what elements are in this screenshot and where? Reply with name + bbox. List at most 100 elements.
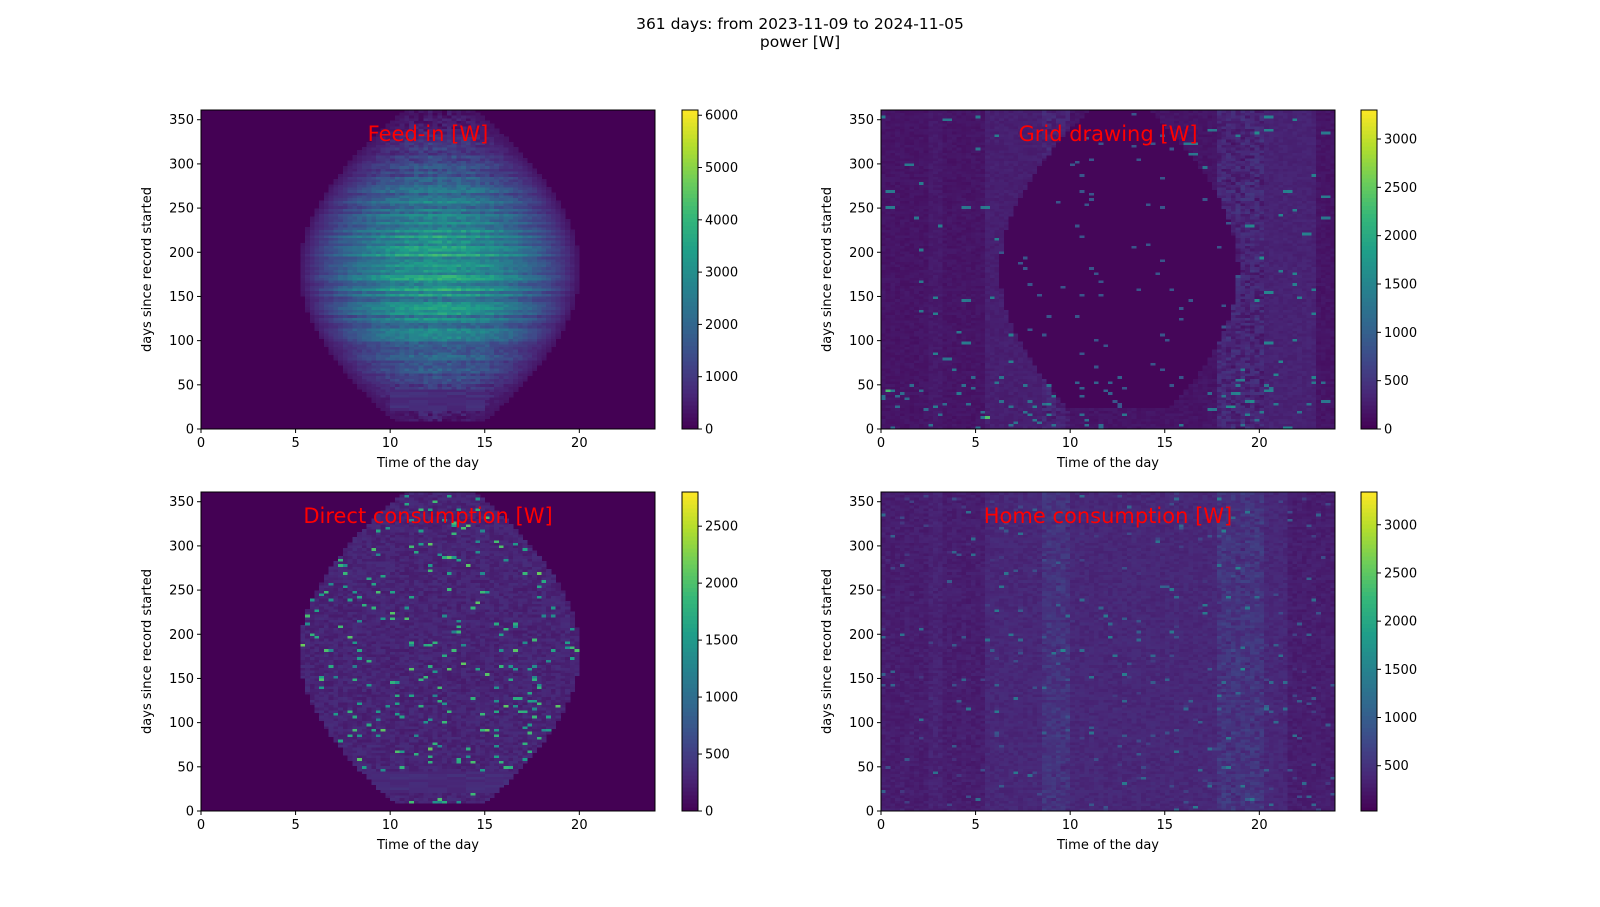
heatmap-cell bbox=[513, 346, 519, 350]
heatmap-cell bbox=[371, 386, 377, 390]
heatmap-cell bbox=[494, 317, 500, 321]
heatmap-cell bbox=[409, 184, 415, 188]
heatmap-cell bbox=[394, 394, 401, 398]
heatmap-cell bbox=[366, 232, 372, 236]
heatmap-cell bbox=[309, 269, 315, 273]
heatmap-cell bbox=[508, 237, 514, 241]
heatmap-cell bbox=[413, 314, 419, 318]
heatmap-cell bbox=[428, 232, 434, 236]
heatmap-cell bbox=[432, 346, 438, 350]
heatmap-cell bbox=[409, 179, 415, 183]
heatmap-cell bbox=[394, 402, 401, 406]
heatmap-cell bbox=[437, 229, 443, 233]
heatmap-cell bbox=[342, 357, 349, 361]
heatmap-cell bbox=[404, 405, 410, 409]
heatmap-cell bbox=[522, 367, 528, 371]
heatmap-cell bbox=[498, 203, 505, 207]
heatmap-cell bbox=[361, 216, 367, 220]
heatmap-cell bbox=[399, 184, 405, 188]
heatmap-cell bbox=[390, 325, 396, 329]
heatmap-cell bbox=[394, 362, 401, 366]
heatmap-cell bbox=[380, 237, 386, 241]
heatmap-cell bbox=[503, 200, 509, 204]
heatmap-cell bbox=[484, 144, 490, 148]
heatmap-cell bbox=[347, 280, 353, 284]
heatmap-cell bbox=[451, 187, 457, 191]
heatmap-cell bbox=[536, 240, 542, 244]
heatmap-cell bbox=[437, 203, 443, 207]
heatmap-cell bbox=[375, 309, 382, 313]
heatmap-cell bbox=[399, 211, 405, 215]
heatmap-cell bbox=[347, 370, 353, 374]
heatmap-cell bbox=[475, 168, 481, 172]
heatmap-cell bbox=[385, 285, 391, 289]
heatmap-cell bbox=[338, 240, 344, 244]
heatmap-cell bbox=[536, 298, 542, 302]
heatmap-cell bbox=[394, 413, 401, 417]
heatmap-cell bbox=[480, 293, 486, 297]
heatmap-cell bbox=[536, 218, 542, 223]
heatmap-cell bbox=[546, 187, 552, 191]
heatmap-cell bbox=[428, 224, 434, 228]
heatmap-cell bbox=[390, 282, 396, 286]
heatmap-cell bbox=[461, 277, 467, 281]
heatmap-cell bbox=[503, 258, 509, 262]
heatmap-cell bbox=[461, 325, 467, 329]
heatmap-cell bbox=[470, 373, 476, 377]
heatmap-cell bbox=[323, 242, 330, 246]
heatmap-cell bbox=[508, 272, 514, 276]
heatmap-cell bbox=[357, 195, 363, 199]
heatmap-cell bbox=[503, 187, 509, 191]
heatmap-cell bbox=[399, 282, 405, 286]
heatmap-cell bbox=[371, 367, 377, 371]
heatmap-cell bbox=[413, 413, 419, 417]
heatmap-cell bbox=[446, 168, 453, 172]
heatmap-cell bbox=[527, 293, 533, 297]
heatmap-cell bbox=[451, 402, 457, 406]
heatmap-cell bbox=[409, 354, 415, 358]
heatmap-cell bbox=[555, 322, 561, 326]
heatmap-cell bbox=[409, 359, 415, 363]
heatmap-cell bbox=[394, 351, 401, 355]
heatmap-cell bbox=[494, 195, 500, 199]
heatmap-cell bbox=[498, 144, 505, 148]
heatmap-cell bbox=[342, 306, 349, 310]
heatmap-cell bbox=[418, 389, 424, 393]
heatmap-cell bbox=[371, 389, 377, 393]
heatmap-cell bbox=[347, 367, 353, 371]
heatmap-cell bbox=[442, 200, 448, 204]
heatmap-cell bbox=[461, 341, 467, 345]
heatmap-cell bbox=[404, 200, 410, 204]
heatmap-cell bbox=[404, 163, 410, 167]
heatmap-cell bbox=[328, 200, 334, 204]
heatmap-cell bbox=[451, 359, 457, 363]
heatmap-cell bbox=[385, 304, 391, 308]
heatmap-cell bbox=[399, 221, 405, 225]
heatmap-cell bbox=[323, 280, 330, 284]
heatmap-cell bbox=[371, 211, 377, 215]
heatmap-cell bbox=[480, 261, 486, 265]
heatmap-cell bbox=[371, 189, 377, 193]
heatmap-cell bbox=[513, 152, 519, 156]
heatmap-cell bbox=[352, 187, 358, 191]
heatmap-cell bbox=[461, 405, 467, 409]
heatmap-cell bbox=[380, 242, 386, 246]
heatmap-cell bbox=[319, 213, 325, 217]
heatmap-cell bbox=[432, 298, 438, 302]
heatmap-cell bbox=[409, 176, 415, 180]
heatmap-cell bbox=[569, 304, 576, 308]
heatmap-cell bbox=[404, 383, 410, 387]
heatmap-cell bbox=[404, 136, 410, 140]
heatmap-cell bbox=[375, 261, 382, 265]
heatmap-cell bbox=[451, 226, 457, 231]
heatmap-cell bbox=[409, 402, 415, 406]
heatmap-cell bbox=[527, 269, 533, 273]
heatmap-cell bbox=[527, 253, 533, 257]
heatmap-cell bbox=[465, 274, 471, 278]
heatmap-cell bbox=[555, 298, 561, 302]
heatmap-cell bbox=[305, 272, 311, 276]
heatmap-cell bbox=[357, 272, 363, 276]
heatmap-cell bbox=[503, 171, 509, 175]
heatmap-cell bbox=[446, 203, 453, 207]
heatmap-cell bbox=[513, 280, 519, 284]
